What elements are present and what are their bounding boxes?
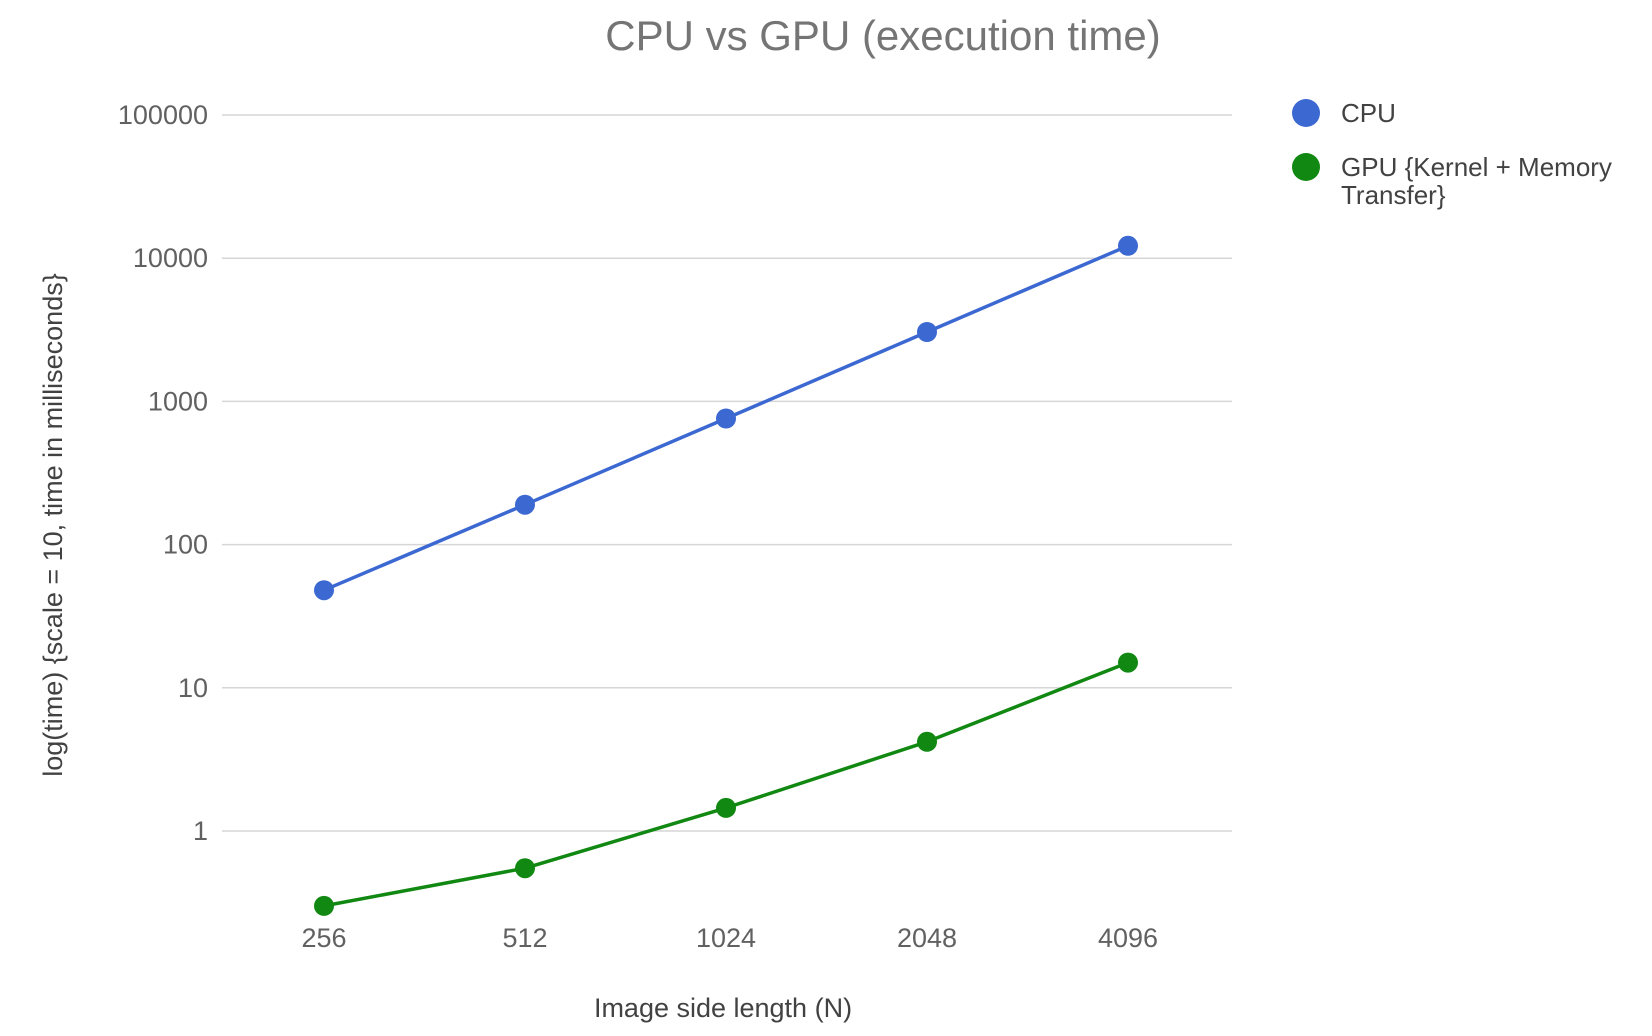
data-point — [314, 895, 334, 916]
legend-item: GPU {Kernel + Memory Transfer} — [1292, 152, 1612, 210]
y-axis-label: log(time) {scale = 10, time in milliseco… — [38, 273, 68, 776]
legend-marker — [1292, 153, 1320, 181]
data-point — [716, 408, 736, 429]
y-tick-label: 100000 — [118, 100, 208, 130]
data-point — [716, 797, 736, 818]
y-tick-label: 10000 — [133, 243, 208, 273]
grid-lines — [222, 114, 1232, 832]
data-point — [917, 322, 937, 342]
legend-label: CPU — [1341, 98, 1396, 128]
x-tick-label: 4096 — [1098, 923, 1158, 953]
data-point — [1118, 235, 1138, 256]
series-cpu — [314, 235, 1138, 601]
legend-label: GPU {Kernel + Memory Transfer} — [1341, 152, 1612, 210]
legend: CPU GPU {Kernel + Memory Transfer} — [1292, 98, 1612, 210]
y-tick-label: 1 — [193, 816, 208, 846]
legend-item: CPU — [1292, 98, 1396, 128]
data-point — [314, 580, 334, 601]
y-axis-ticks: 1 10 100 1000 10000 100000 — [118, 100, 208, 846]
series-line — [323, 660, 1129, 908]
chart-title: CPU vs GPU (execution time) — [605, 12, 1160, 59]
x-tick-label: 2048 — [897, 923, 957, 953]
x-tick-label: 1024 — [696, 923, 756, 953]
data-point — [917, 731, 937, 752]
data-point — [515, 494, 535, 515]
x-tick-label: 256 — [301, 923, 346, 953]
x-axis-ticks: 256 512 1024 2048 4096 — [301, 923, 1158, 953]
series-gpu — [314, 652, 1138, 916]
x-axis-label: Image side length (N) — [594, 993, 852, 1023]
data-point — [1118, 652, 1138, 673]
y-tick-label: 100 — [163, 530, 208, 560]
x-tick-label: 512 — [502, 923, 547, 953]
series-layer — [314, 235, 1138, 916]
data-point — [515, 858, 535, 879]
y-tick-label: 1000 — [148, 386, 208, 416]
legend-marker — [1292, 99, 1320, 127]
y-tick-label: 10 — [178, 673, 208, 703]
